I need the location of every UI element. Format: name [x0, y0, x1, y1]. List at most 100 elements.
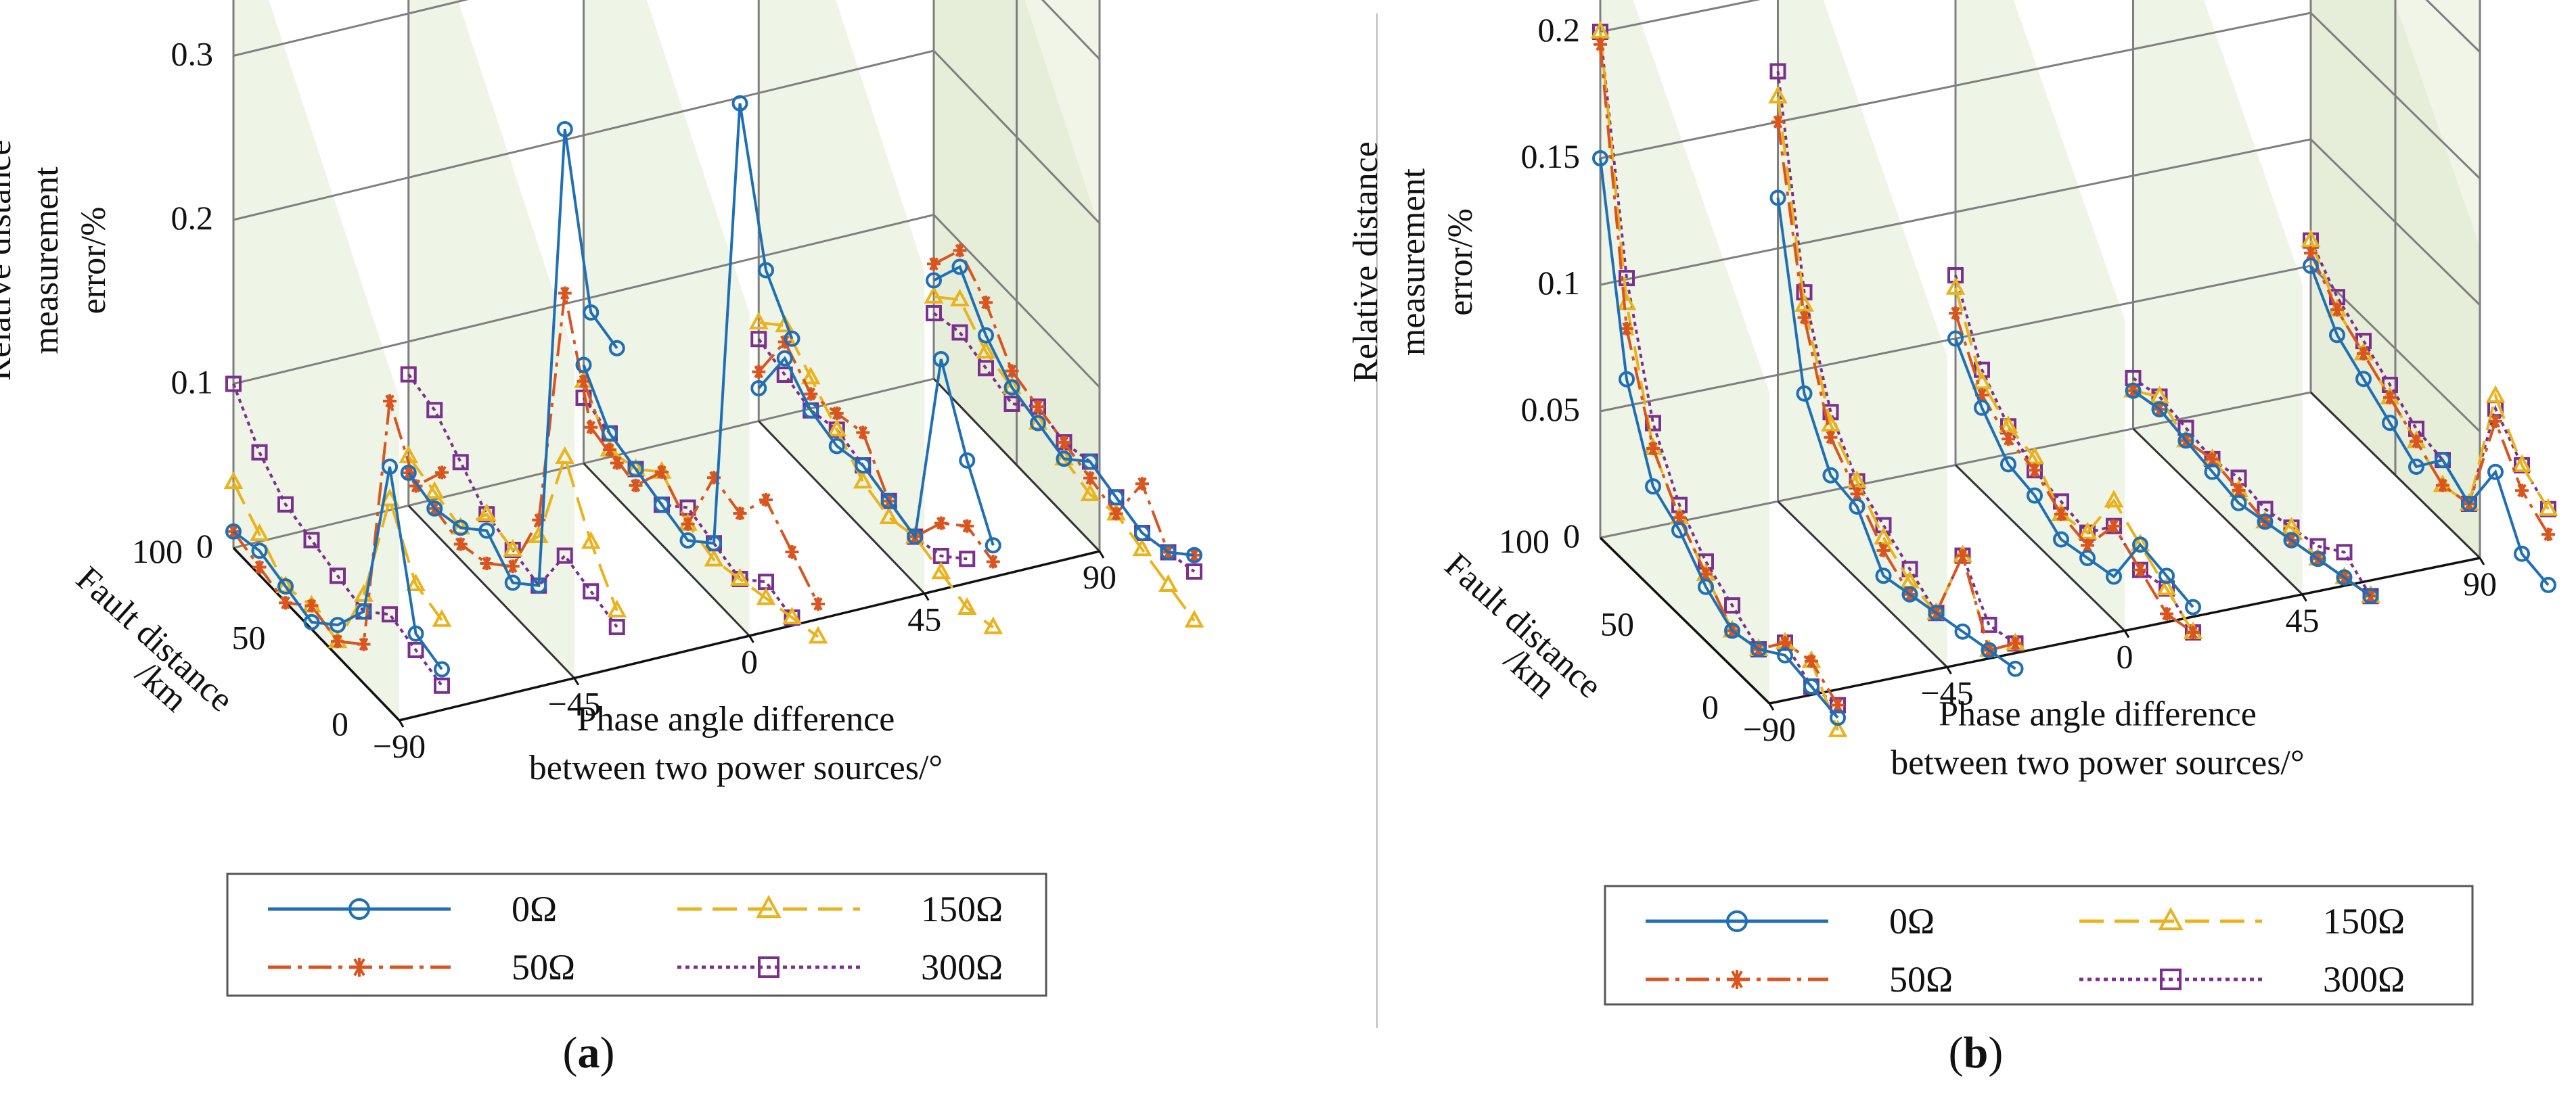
marker-square	[583, 583, 600, 600]
slice-plane	[1778, 0, 1947, 668]
slice-plane	[1956, 0, 2125, 631]
marker-circle	[1803, 678, 1820, 695]
marker-circle	[959, 452, 976, 469]
marker-triangle	[879, 506, 899, 524]
marker-asterisk	[2133, 563, 2147, 577]
panel-label: (b)	[1949, 1028, 2004, 1077]
marker-asterisk	[435, 465, 449, 480]
marker-triangle	[1945, 277, 1966, 295]
series-line-0Ω	[407, 129, 618, 588]
marker-triangle	[2538, 498, 2558, 516]
marker-square	[426, 402, 443, 419]
marker-asterisk	[2232, 484, 2246, 498]
marker-asterisk	[1031, 400, 1045, 414]
slice-plane	[1600, 0, 1769, 703]
x-tick	[573, 677, 580, 686]
marker-asterisk	[505, 559, 520, 574]
series-line-0Ω	[2309, 265, 2550, 586]
marker-circle	[2204, 463, 2221, 480]
x-tick-label: 0	[741, 643, 758, 680]
marker-asterisk	[2008, 636, 2023, 651]
marker-asterisk	[1109, 507, 1123, 521]
series-line-300Ω	[2132, 377, 2372, 597]
marker-square	[225, 375, 242, 392]
slice-plane	[233, 0, 399, 720]
marker-square	[251, 444, 268, 461]
marker-square	[959, 551, 976, 567]
marker-circle	[1981, 642, 1997, 659]
marker-asterisk	[2436, 478, 2449, 492]
marker-square	[330, 567, 346, 584]
marker-circle	[880, 492, 897, 509]
marker-circle	[627, 461, 644, 478]
marker-circle	[1030, 415, 1046, 432]
marker-square	[277, 496, 294, 513]
marker-circle	[1619, 371, 1635, 388]
marker-circle	[855, 457, 872, 473]
marker-asterisk	[681, 517, 695, 531]
marker-triangle	[976, 340, 996, 358]
series-line-300Ω	[1776, 71, 2016, 645]
x-tick-label: −90	[373, 727, 426, 765]
marker-asterisk	[357, 637, 371, 651]
marker-triangle	[432, 609, 452, 627]
marker-asterisk	[577, 374, 591, 388]
series-group	[223, 95, 1204, 694]
marker-circle	[2053, 531, 2069, 548]
marker-asterisk	[2205, 452, 2219, 466]
marker-triangle	[808, 626, 828, 644]
series-line-0Ω	[1776, 198, 2016, 670]
series-line-0Ω	[757, 356, 995, 546]
marker-asterisk	[350, 958, 369, 977]
marker-circle	[679, 532, 696, 549]
x-tick	[1768, 703, 1775, 711]
legend-label: 300Ω	[921, 947, 1003, 988]
marker-square	[452, 454, 469, 471]
marker-circle	[985, 537, 1001, 554]
marker-triangle	[2077, 521, 2098, 540]
marker-asterisk	[785, 545, 799, 559]
marker-circle	[1750, 641, 1767, 657]
marker-circle	[2151, 401, 2168, 418]
marker-circle	[2336, 569, 2353, 586]
marker-asterisk	[1083, 471, 1097, 485]
marker-asterisk	[927, 257, 941, 271]
marker-circle	[1822, 467, 1839, 484]
legend-label: 0Ω	[1889, 901, 1935, 942]
marker-asterisk	[1057, 436, 1071, 449]
marker-circle	[2027, 487, 2043, 504]
marker-asterisk	[331, 634, 344, 649]
marker-triangle	[800, 367, 821, 385]
marker-triangle	[1847, 470, 1867, 488]
marker-circle	[452, 519, 469, 536]
marker-asterisk	[1850, 487, 1864, 501]
marker-asterisk	[2410, 434, 2423, 448]
marker-circle	[2257, 513, 2274, 530]
marker-circle	[1974, 399, 1990, 416]
marker-circle	[330, 617, 346, 633]
x-tick-label: 45	[907, 601, 941, 639]
marker-circle	[2540, 576, 2556, 593]
series-line-50Ω	[1954, 312, 2194, 634]
marker-circle	[1928, 605, 1945, 622]
marker-circle	[1830, 710, 1846, 726]
marker-circle	[1671, 522, 1688, 538]
x-axis-title: Phase angle difference	[577, 700, 895, 739]
x-axis-title: between two power sources/°	[529, 749, 943, 787]
marker-circle	[1592, 150, 1608, 166]
panel-label-part: )	[1988, 1028, 2003, 1077]
marker-circle	[2487, 463, 2504, 480]
marker-circle	[426, 500, 443, 517]
series-line-300Ω	[1599, 31, 1839, 707]
x-tick	[398, 720, 405, 728]
marker-square	[758, 956, 779, 978]
legend-label: 50Ω	[1889, 959, 1953, 1000]
marker-circle	[2283, 532, 2300, 549]
panel-label-part: (	[1949, 1028, 1964, 1077]
x-tick	[1946, 666, 1952, 675]
marker-triangle	[1590, 20, 1610, 39]
marker-circle	[2303, 258, 2319, 274]
marker-asterisk	[2357, 346, 2370, 361]
panel-label-part: b	[1964, 1028, 1989, 1077]
